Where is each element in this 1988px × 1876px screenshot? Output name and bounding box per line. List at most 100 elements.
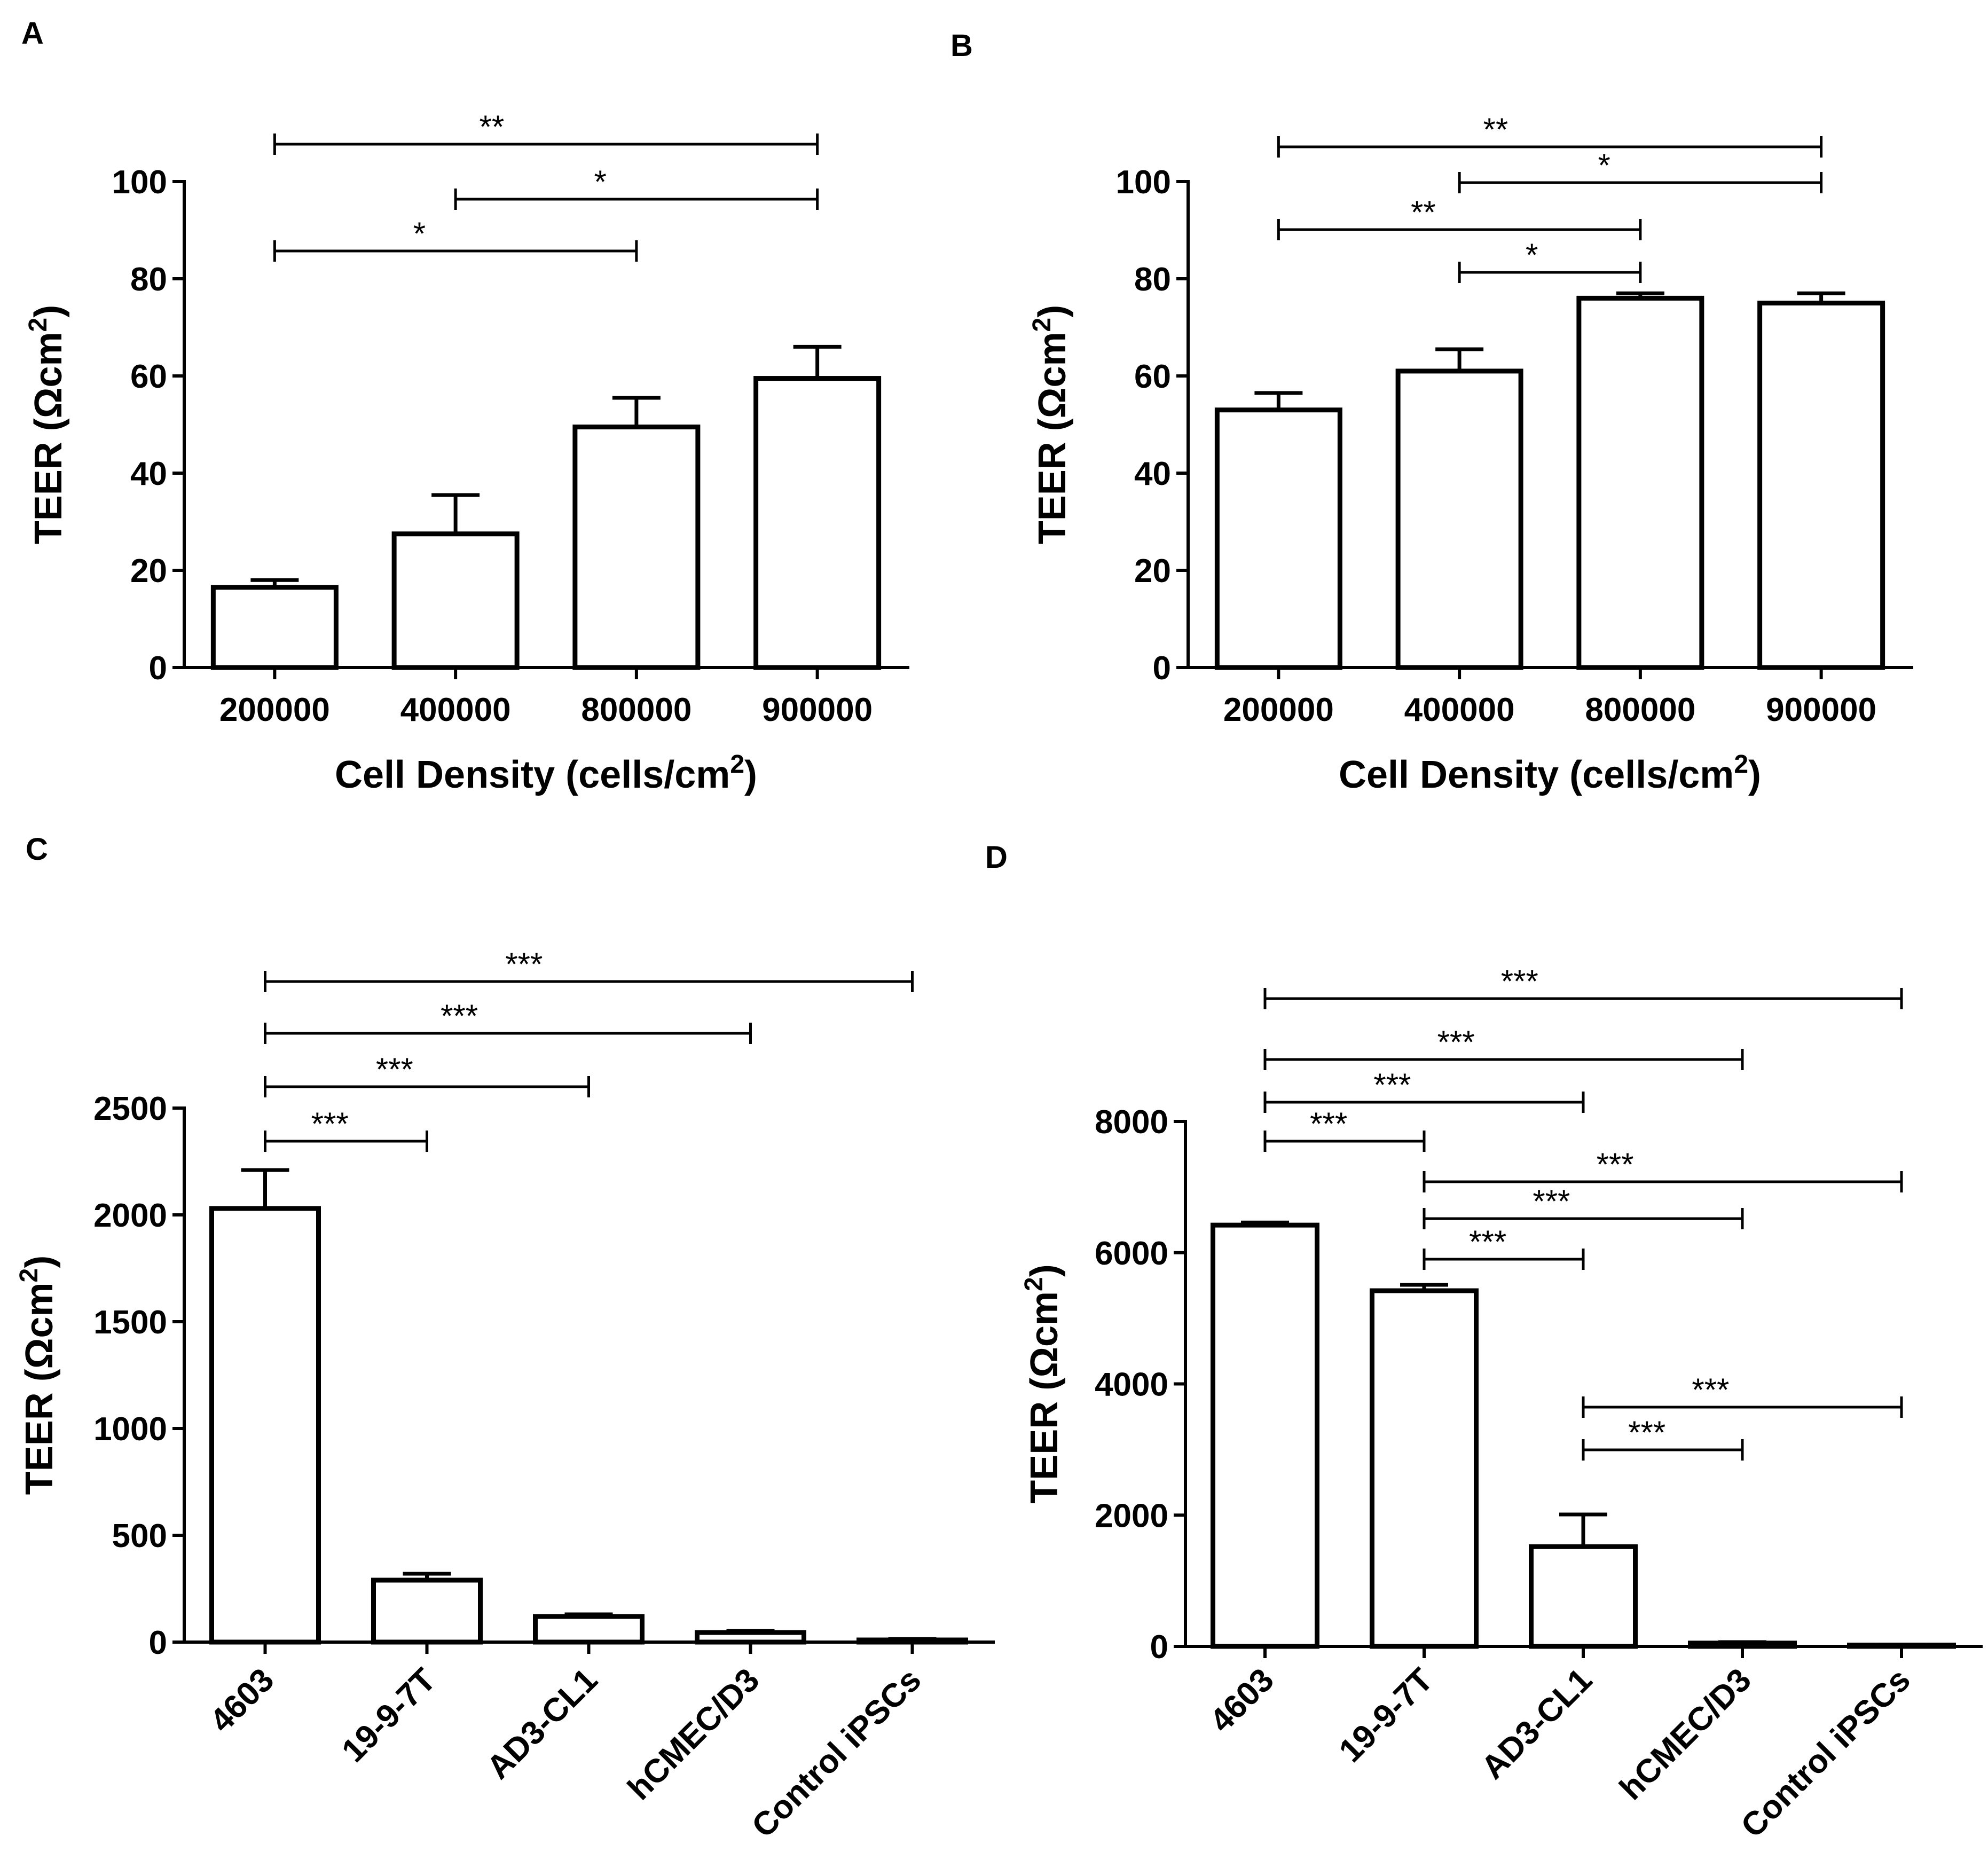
x-tick-label: 400000	[400, 692, 511, 728]
significance-bracket: ***	[1263, 963, 1903, 1009]
bar	[695, 1630, 806, 1645]
significance-label: ***	[1501, 963, 1538, 999]
significance-bracket: ***	[1582, 1415, 1744, 1461]
significance-label: ***	[1469, 1224, 1506, 1260]
panel-B: B 0 20 40 60 80 100 200000 400000 800000 900000 TEE…	[950, 28, 1913, 796]
significance-bracket: **	[1277, 112, 1823, 158]
x-tick-label: 800000	[581, 692, 692, 728]
bar	[371, 1577, 483, 1645]
significance-label: ***	[1533, 1183, 1570, 1219]
bar	[1757, 301, 1885, 670]
x-tick-label: hCMEC/D3	[621, 1661, 767, 1807]
bar	[1395, 368, 1523, 670]
significance-bracket: *	[273, 216, 638, 262]
y-tick-label: 40	[130, 456, 167, 492]
x-tick-label: AD3-CL1	[1474, 1661, 1599, 1786]
y-axis-title: TEER (Ωcm2)	[15, 1255, 61, 1495]
y-tick-label: 0	[149, 1624, 167, 1661]
bar	[1214, 407, 1342, 670]
x-tick-label: 19-9-7T	[335, 1661, 443, 1769]
panel-letter: D	[985, 840, 1008, 875]
significance-bracket: *	[1458, 237, 1642, 283]
significance-label: *	[1526, 237, 1538, 273]
y-axis-title: TEER (Ωcm2)	[24, 305, 70, 544]
panel-letter: B	[950, 28, 973, 63]
significance-bracket: **	[1277, 194, 1642, 240]
significance-bracket: ***	[264, 946, 914, 992]
x-tick-label: AD3-CL1	[480, 1661, 604, 1786]
significance-label: ***	[376, 1051, 413, 1087]
significance-bracket: **	[273, 109, 819, 155]
y-tick-label: 60	[1134, 358, 1171, 395]
bar	[1847, 1643, 1956, 1649]
panel-D: D 0 2000 4000 6000 8000 4603 19-9-7T AD3-CL1 hCME…	[985, 840, 1983, 1845]
significance-bracket: ***	[264, 1106, 428, 1152]
panel-letter: A	[21, 16, 44, 51]
bar	[210, 585, 339, 670]
x-tick-label: 900000	[1766, 692, 1876, 728]
significance-label: ***	[1373, 1067, 1411, 1103]
bar	[209, 1206, 321, 1645]
y-tick-label: 1500	[93, 1304, 167, 1341]
significance-bracket: ***	[1582, 1372, 1903, 1418]
y-tick-label: 100	[1116, 164, 1171, 201]
x-tick-label: 400000	[1404, 692, 1515, 728]
significance-label: ***	[1437, 1024, 1475, 1060]
y-tick-label: 40	[1134, 456, 1171, 492]
x-tick-label: 4603	[1203, 1661, 1281, 1739]
significance-bracket: *	[454, 164, 819, 210]
significance-bracket: ***	[1263, 1024, 1744, 1070]
bar	[1529, 1544, 1638, 1649]
y-tick-label: 2000	[1095, 1497, 1168, 1534]
y-tick-label: 4000	[1095, 1367, 1168, 1403]
significance-bracket: ***	[1263, 1106, 1426, 1152]
x-tick-label: Control iPSCs	[745, 1661, 929, 1845]
y-tick-label: 500	[112, 1518, 167, 1555]
y-tick-label: 100	[112, 164, 167, 201]
significance-label: **	[1411, 194, 1436, 230]
significance-label: ***	[1597, 1147, 1634, 1182]
significance-bracket: ***	[1423, 1183, 1744, 1229]
bar	[753, 376, 882, 670]
significance-label: ***	[311, 1106, 349, 1142]
y-tick-label: 1000	[93, 1411, 167, 1448]
y-tick-label: 6000	[1095, 1235, 1168, 1272]
significance-bracket: *	[1458, 147, 1823, 193]
y-tick-label: 0	[1150, 1629, 1168, 1666]
x-tick-label: 800000	[1585, 692, 1695, 728]
panel-A: A 0 20 40 60 80 100 200000 400000 800000 900000 TEE…	[21, 16, 909, 796]
significance-label: **	[480, 109, 505, 145]
y-axis-title: TEER (Ωcm2)	[1020, 1264, 1066, 1503]
y-tick-label: 2500	[93, 1090, 167, 1127]
significance-bracket: ***	[1263, 1067, 1585, 1113]
significance-label: ***	[1310, 1106, 1347, 1142]
y-tick-label: 8000	[1095, 1104, 1168, 1141]
bar	[857, 1637, 968, 1645]
y-tick-label: 0	[1153, 650, 1171, 687]
y-tick-label: 2000	[93, 1197, 167, 1234]
bar	[1688, 1640, 1797, 1649]
significance-label: ***	[441, 998, 478, 1034]
bar	[1211, 1222, 1319, 1649]
significance-bracket: ***	[264, 1051, 590, 1097]
bar	[391, 531, 520, 670]
significance-bracket: ***	[1423, 1147, 1903, 1192]
y-tick-label: 60	[130, 358, 167, 395]
y-tick-label: 0	[149, 650, 167, 687]
significance-label: ***	[505, 946, 543, 982]
significance-label: ***	[1628, 1415, 1665, 1450]
bar	[1370, 1288, 1479, 1649]
panel-C: C 0 500 1000 1500 2000 2500 4603 19-9-7T AD3-CL1 h…	[15, 832, 995, 1845]
x-tick-label: 200000	[1223, 692, 1334, 728]
significance-bracket: ***	[264, 998, 752, 1044]
y-tick-label: 20	[130, 553, 167, 590]
panel-letter: C	[26, 832, 48, 867]
y-tick-label: 80	[130, 261, 167, 298]
x-tick-label: Control iPSCs	[1734, 1661, 1918, 1845]
y-axis-title: TEER (Ωcm2)	[1028, 305, 1074, 544]
x-axis-title: Cell Density (cells/cm2)	[1339, 750, 1761, 796]
significance-label: ***	[1692, 1372, 1729, 1408]
bar	[572, 425, 701, 670]
x-tick-label: 900000	[762, 692, 873, 728]
